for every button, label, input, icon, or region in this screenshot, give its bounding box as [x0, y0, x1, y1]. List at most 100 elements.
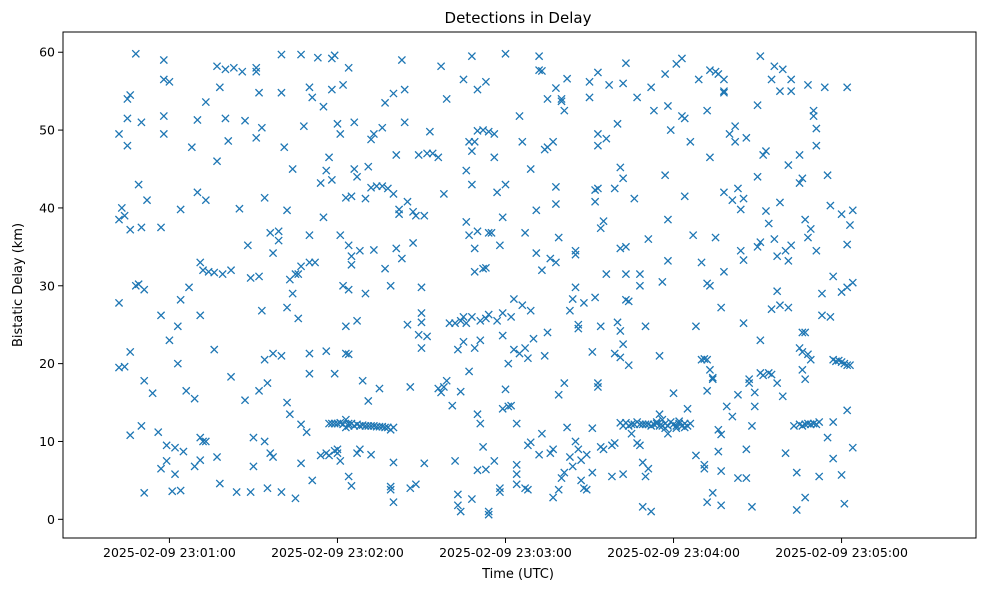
data-point	[848, 443, 857, 452]
data-point	[778, 392, 787, 401]
data-point	[212, 157, 222, 166]
data-point	[453, 345, 462, 354]
data-point	[423, 332, 432, 341]
data-point	[229, 63, 238, 72]
data-point	[518, 137, 527, 146]
data-point	[815, 417, 824, 427]
data-point	[400, 85, 409, 94]
data-point	[591, 293, 600, 302]
data-point	[596, 224, 605, 233]
data-point	[708, 375, 717, 384]
data-point	[280, 143, 289, 152]
data-point	[484, 510, 493, 519]
data-point	[812, 124, 821, 133]
data-point	[717, 501, 726, 510]
data-point	[669, 389, 678, 398]
x-tick-label: 2025-02-09 23:03:00	[439, 545, 572, 560]
data-point	[310, 258, 320, 267]
data-point	[240, 396, 250, 405]
data-point	[406, 484, 415, 493]
data-point	[770, 62, 779, 71]
data-point	[537, 66, 546, 75]
data-point	[798, 328, 807, 337]
data-point	[694, 75, 703, 84]
data-point	[680, 192, 689, 201]
data-point	[619, 470, 628, 479]
data-point	[437, 388, 446, 397]
data-point	[386, 482, 395, 491]
data-point	[619, 174, 628, 183]
data-point	[282, 206, 292, 215]
data-point	[392, 150, 401, 160]
data-point	[162, 441, 171, 450]
data-point	[324, 153, 334, 162]
data-point	[784, 256, 793, 265]
data-point	[249, 433, 258, 442]
data-point	[159, 55, 168, 65]
data-point	[571, 283, 580, 292]
data-point	[801, 375, 810, 384]
data-point	[268, 349, 278, 358]
data-point	[341, 322, 350, 331]
data-point	[568, 294, 577, 304]
data-point	[479, 264, 488, 273]
data-point	[260, 193, 269, 202]
data-point	[120, 211, 129, 220]
x-axis-label: Time (UTC)	[481, 567, 554, 582]
data-point	[546, 449, 555, 458]
data-point	[647, 83, 656, 92]
data-point	[731, 122, 740, 131]
data-point	[140, 376, 149, 385]
data-point	[820, 83, 829, 92]
data-point	[336, 129, 345, 139]
data-point	[347, 260, 356, 269]
data-point	[282, 398, 292, 407]
data-point	[156, 464, 166, 473]
data-point	[179, 447, 188, 456]
data-point	[781, 449, 790, 458]
data-point	[322, 166, 331, 175]
data-point	[260, 437, 269, 446]
data-point	[661, 69, 670, 79]
data-point	[761, 147, 771, 156]
data-point	[535, 450, 544, 459]
chart-title: Detections in Delay	[445, 9, 592, 27]
data-point	[476, 336, 485, 345]
data-point	[795, 150, 804, 160]
data-point	[498, 404, 507, 413]
data-point	[221, 114, 230, 123]
data-point	[826, 201, 835, 210]
data-point	[417, 343, 426, 353]
data-point	[333, 445, 342, 454]
data-point	[543, 328, 552, 337]
data-point	[638, 502, 647, 511]
data-point	[683, 404, 692, 413]
data-point	[635, 441, 644, 450]
y-axis: 0 10 20 30 40 50 60	[39, 45, 63, 527]
data-point	[736, 205, 745, 214]
data-point	[563, 423, 572, 432]
data-point	[324, 451, 334, 460]
data-point	[719, 75, 729, 84]
data-point	[655, 351, 664, 360]
data-point	[403, 320, 412, 329]
data-point	[655, 421, 664, 430]
data-point	[417, 308, 426, 318]
data-point	[613, 119, 622, 128]
data-point	[257, 123, 266, 132]
data-point	[319, 213, 328, 222]
data-point	[526, 438, 535, 447]
data-point	[829, 454, 838, 463]
data-point	[753, 172, 762, 181]
x-tick-label: 2025-02-09 23:01:00	[103, 545, 236, 560]
data-point	[537, 429, 546, 438]
data-point	[619, 79, 628, 88]
data-point	[215, 479, 224, 488]
data-point	[773, 379, 782, 388]
data-point	[593, 184, 602, 193]
data-point	[288, 289, 297, 298]
data-point	[554, 390, 563, 399]
data-point	[801, 493, 810, 502]
data-point	[277, 488, 286, 497]
